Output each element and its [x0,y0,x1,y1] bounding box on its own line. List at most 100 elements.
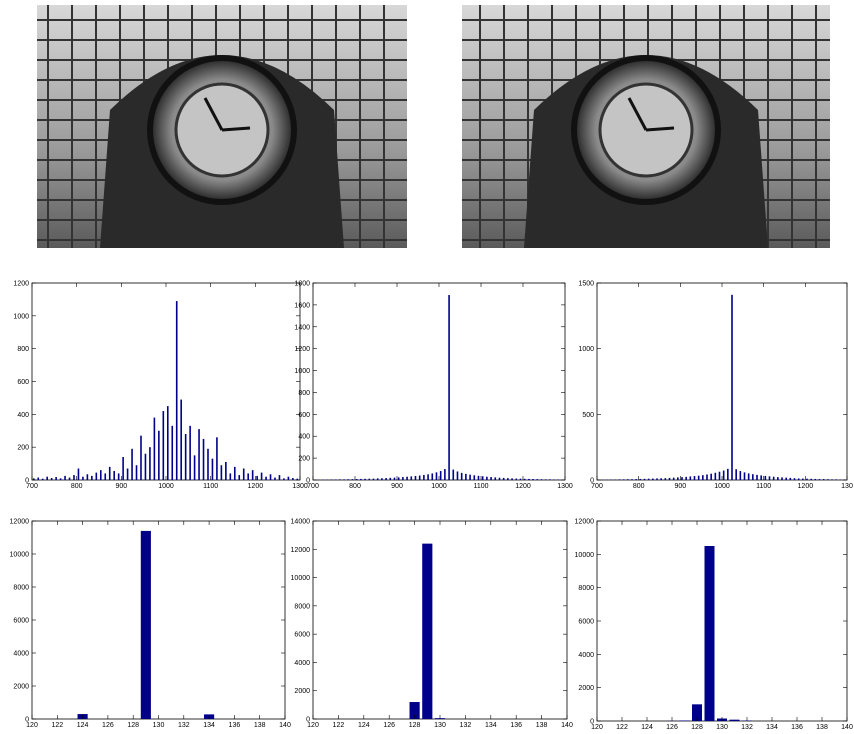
bar [469,474,471,480]
bar [660,478,662,480]
bar [672,477,675,480]
bar [439,471,442,480]
bar [339,479,341,480]
x-tick-label: 1100 [473,483,488,490]
bar [643,478,646,480]
bar [198,429,200,480]
bar [355,479,358,480]
y-tick-label: 12000 [575,519,595,526]
y-tick-label: 8000 [13,585,29,592]
x-tick-label: 138 [816,724,828,731]
bar [113,470,115,480]
bar [330,479,333,480]
bar [685,476,687,480]
bar [627,479,629,480]
bar [140,435,142,480]
bar [220,465,223,480]
bar [528,478,530,480]
x-tick-label: 136 [229,722,241,729]
x-tick-label: 128 [409,722,421,729]
bar [265,476,267,480]
bar [435,472,438,480]
x-tick-label: 700 [591,483,603,490]
y-tick-label: 6000 [294,632,310,639]
bar [68,477,71,480]
bar [104,473,107,480]
bar [292,478,294,480]
bar [647,478,650,480]
x-tick-label: 700 [307,483,319,490]
y-tick-label: 1400 [294,324,310,331]
y-tick-label: 0 [590,478,594,485]
x-tick-label: 120 [591,724,603,731]
bar [418,475,421,480]
bar [465,473,467,480]
bar [519,478,522,480]
y-tick-label: 1500 [578,281,594,288]
bar [781,477,783,480]
bar [835,479,837,480]
histogram-chart: 0 2000 4000 6000 8000 10000 12000 14000 120 122 12… [291,519,573,730]
bar [117,473,120,480]
bar [389,477,392,480]
bar [409,702,420,719]
x-tick-label: 1200 [515,483,531,490]
plot-area [596,282,848,481]
y-tick-label: 14000 [291,519,311,526]
bar [397,477,400,480]
bar [664,478,667,480]
bar [727,468,729,480]
y-tick-label: 0 [306,717,310,724]
x-tick-label: 1300 [292,483,308,490]
bar [789,477,792,480]
bar [722,470,725,480]
y-tick-label: 200 [298,456,310,463]
bar [283,478,285,480]
bar [511,478,513,480]
y-tick-label: 1200 [294,346,310,353]
bar [739,471,742,480]
y-tick-label: 2000 [13,684,29,691]
x-tick-label: 800 [71,483,83,490]
histogram-chart: 0 200 400 600 800 1000 1200 1400 1600 1800 700 800 9… [294,281,572,491]
bar [785,477,787,480]
bar [549,479,551,480]
bar [351,479,354,480]
bar [171,425,174,480]
x-tick-label: 800 [633,483,645,490]
bar [91,475,93,480]
y-tick-label: 8000 [294,603,310,610]
photo-left [37,5,407,248]
bar [729,719,740,721]
x-tick-label: 130 [841,483,853,490]
bar [269,474,272,480]
histogram-chart: 0 200 400 600 800 1000 1200 700 800 900 1000 1100 12… [13,281,307,491]
y-tick-label: 200 [17,445,29,452]
y-tick-label: 800 [298,390,310,397]
bar [693,476,696,480]
bar [99,470,102,480]
bar [490,477,492,480]
plot-area [31,282,301,481]
bar [193,455,196,480]
bar [523,478,526,480]
bar [37,477,40,480]
bar [46,476,48,480]
bar [242,468,245,480]
bar [393,477,396,480]
x-tick-label: 140 [841,724,853,731]
bar [614,479,617,480]
bar [764,475,767,480]
bar [444,469,446,480]
y-tick-label: 0 [25,478,29,485]
bar [149,447,151,480]
bar [287,476,290,480]
x-tick-label: 130 [153,722,165,729]
bar [381,478,383,480]
bar [225,461,227,480]
bar [536,479,539,480]
bar [211,458,214,480]
bar [184,434,187,480]
bar [689,476,692,480]
y-tick-label: 500 [582,412,594,419]
